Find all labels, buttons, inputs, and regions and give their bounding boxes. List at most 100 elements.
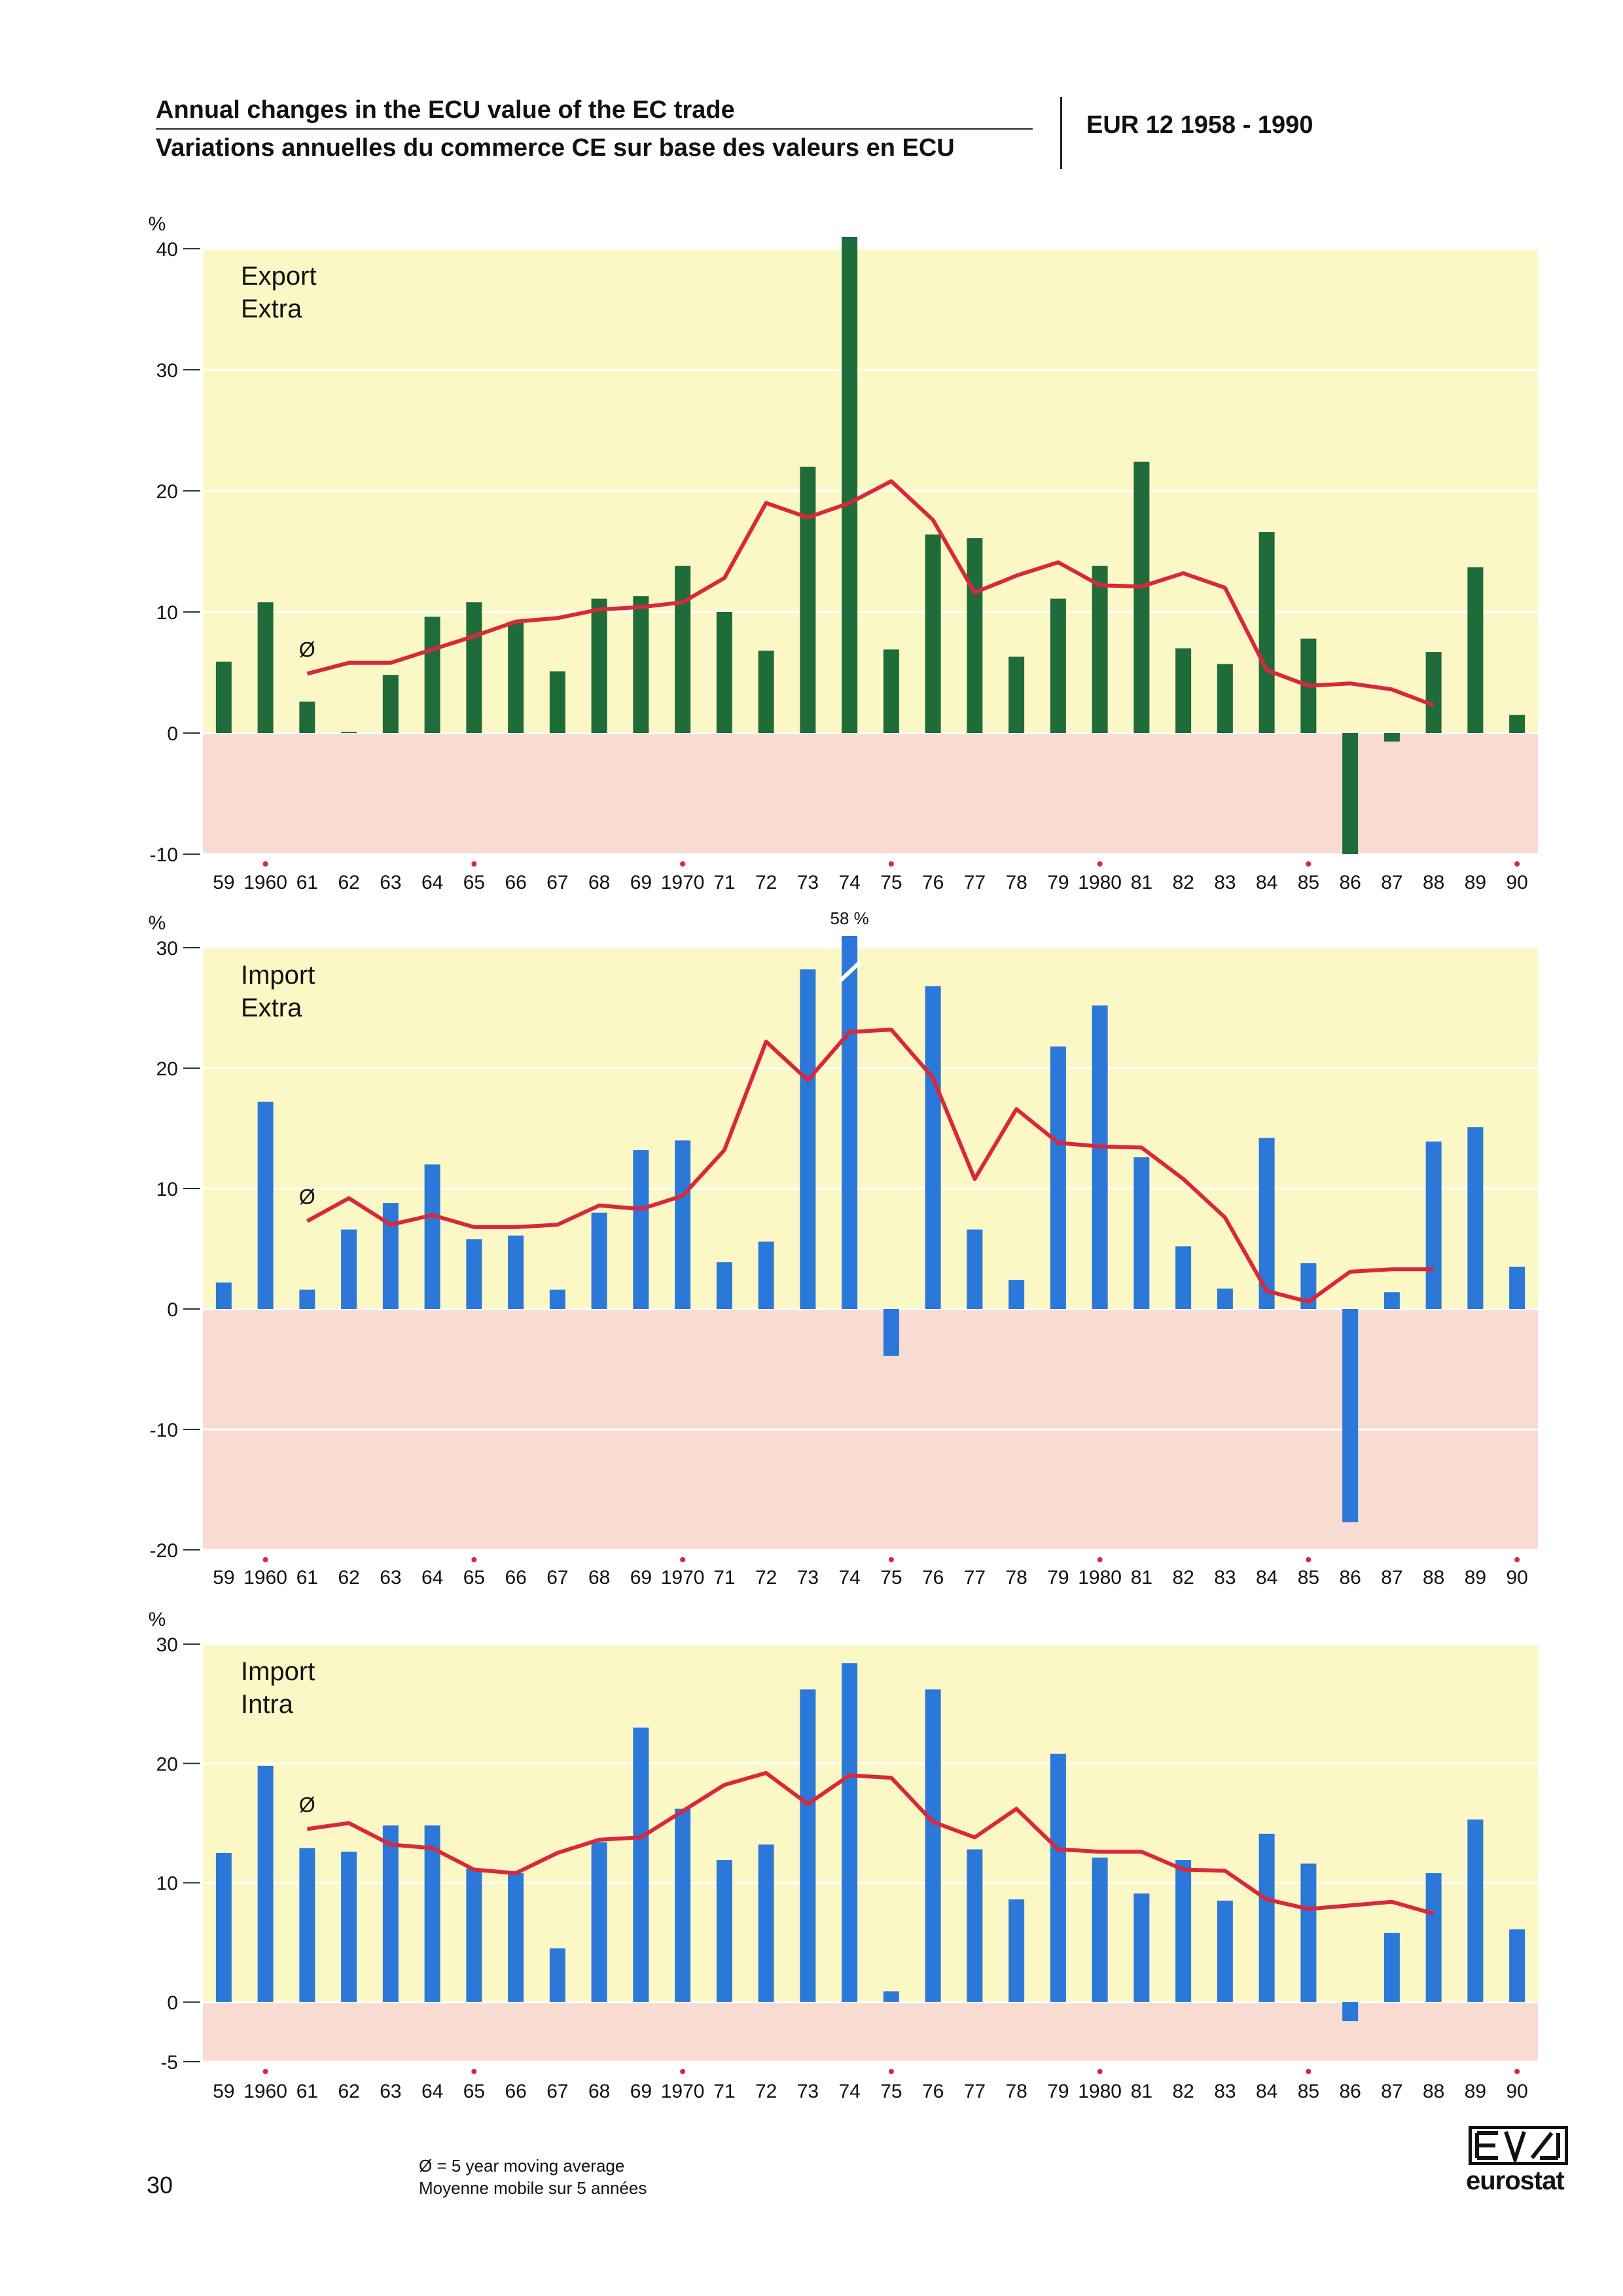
bar [591, 1212, 607, 1309]
x-tick-label: 1960 [243, 872, 287, 893]
x-tick-label: 88 [1423, 1567, 1444, 1588]
x-tick-label: 90 [1506, 872, 1527, 893]
x-tick-dot [1306, 2069, 1311, 2074]
bar [1383, 733, 1400, 742]
bar [1133, 1893, 1150, 2002]
bar [1217, 1288, 1233, 1309]
x-tick-label: 67 [546, 872, 568, 893]
bar [883, 649, 899, 733]
x-tick-label: 62 [338, 2081, 359, 2102]
bar [716, 612, 732, 733]
bar [1300, 1863, 1317, 2002]
x-tick-dot [1097, 1557, 1103, 1562]
bar [424, 1825, 440, 2002]
x-tick-dot [888, 2069, 894, 2074]
bar [466, 1868, 482, 2002]
x-tick-label: 64 [421, 2081, 443, 2102]
title-block: Annual changes in the ECU value of the E… [156, 92, 1033, 166]
x-tick-label: 77 [964, 872, 986, 893]
x-tick-label: 73 [797, 872, 819, 893]
x-tick-label: 83 [1214, 2081, 1236, 2102]
positive-band [203, 1644, 1538, 2002]
y-tick-label: 10 [156, 1179, 178, 1200]
x-tick-label: 66 [505, 2081, 526, 2102]
y-tick-label: 30 [156, 1634, 178, 1656]
x-tick-label: 81 [1131, 1567, 1152, 1588]
bar [1175, 1246, 1192, 1309]
x-tick-label: 1960 [243, 2081, 287, 2102]
panel-label: Import [241, 1657, 315, 1686]
bar [1008, 656, 1025, 733]
y-tick-label: 30 [156, 360, 178, 382]
bar [1425, 652, 1442, 733]
panel-label: Extra [241, 295, 302, 323]
footnote: Ø = 5 year moving average Moyenne mobile… [419, 2155, 647, 2199]
x-tick-label: 77 [964, 1567, 986, 1588]
bar [1175, 648, 1192, 733]
bar [1383, 1292, 1400, 1309]
x-tick-label: 75 [880, 1567, 902, 1588]
x-tick-dot [1097, 2069, 1103, 2074]
eurostat-logo: eurostat [1466, 2126, 1571, 2196]
bar [800, 1689, 816, 2002]
x-tick-label: 68 [588, 2081, 610, 2102]
bar [508, 621, 524, 733]
bar [1509, 1929, 1525, 2002]
y-tick-label: 20 [156, 1753, 178, 1775]
panel-label: Import [241, 961, 315, 990]
bar [1342, 1309, 1359, 1522]
x-tick-label: 64 [421, 1567, 443, 1588]
x-tick-label: 61 [296, 2081, 318, 2102]
bar [925, 534, 941, 733]
y-tick-label: 20 [156, 1058, 178, 1080]
x-tick-label: 89 [1465, 2081, 1486, 2102]
y-tick-label: 10 [156, 602, 178, 624]
bar [299, 1289, 315, 1309]
x-tick-label: 71 [713, 2081, 735, 2102]
bar [1467, 1127, 1484, 1309]
bar [675, 565, 691, 733]
x-tick-label: 77 [964, 2081, 986, 2102]
scope-label: EUR 12 1958 - 1990 [1086, 111, 1313, 139]
x-tick-dot [680, 1557, 686, 1562]
bar [633, 596, 649, 733]
x-tick-dot [680, 2069, 686, 2074]
y-unit-label: % [149, 213, 166, 235]
bar [508, 1235, 524, 1309]
x-tick-dot [1306, 861, 1311, 867]
x-tick-dot [680, 861, 686, 867]
bar [633, 1150, 649, 1309]
x-tick-label: 76 [922, 1567, 944, 1588]
x-tick-dot [888, 861, 894, 867]
x-tick-dot [471, 861, 477, 867]
x-tick-dot [471, 2069, 477, 2074]
title-separator [1060, 97, 1062, 169]
x-tick-label: 82 [1172, 2081, 1194, 2102]
page-number: 30 [147, 2172, 173, 2198]
bar-value-annotation: 58 % [830, 908, 868, 928]
bar [967, 1229, 983, 1309]
x-tick-label: 82 [1172, 872, 1194, 893]
x-tick-label: 79 [1047, 2081, 1069, 2102]
negative-band [203, 733, 1538, 854]
x-tick-label: 1960 [243, 1567, 287, 1588]
bar [633, 1727, 649, 2002]
x-tick-label: 88 [1423, 2081, 1444, 2102]
bar [1008, 1899, 1025, 2002]
bar [341, 1852, 357, 2002]
y-tick-label: -10 [150, 844, 178, 866]
bar [842, 936, 858, 1309]
bar [758, 1844, 774, 2002]
y-tick-label: 0 [167, 1992, 178, 2014]
x-tick-label: 84 [1256, 1567, 1277, 1588]
x-tick-label: 87 [1381, 2081, 1402, 2102]
y-unit-label: % [149, 1609, 166, 1630]
x-tick-label: 72 [755, 1567, 777, 1588]
bar [1217, 664, 1233, 733]
x-tick-label: 73 [797, 1567, 819, 1588]
x-tick-label: 78 [1005, 872, 1027, 893]
y-tick-label: -10 [150, 1420, 178, 1441]
x-tick-label: 71 [713, 872, 735, 893]
bar [424, 1164, 440, 1309]
